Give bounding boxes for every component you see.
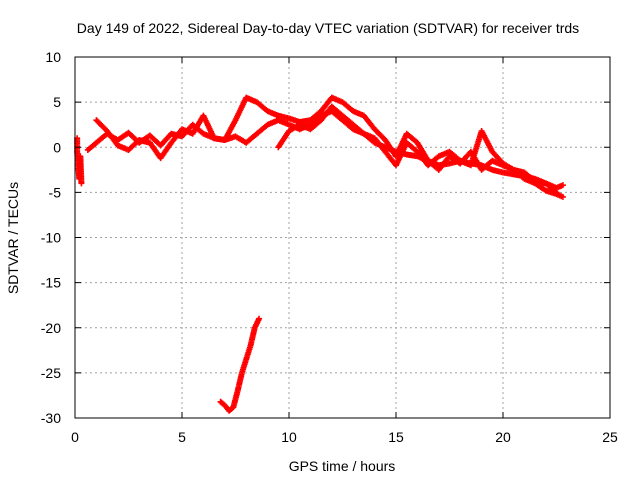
y-tick-label: -15 xyxy=(41,275,61,291)
y-tick-label: 10 xyxy=(45,49,61,65)
x-tick-label: 15 xyxy=(388,429,404,445)
track-a-point xyxy=(559,182,566,189)
x-axis-title: GPS time / hours xyxy=(289,458,396,474)
chart-title: Day 149 of 2022, Sidereal Day-to-day VTE… xyxy=(77,20,579,36)
y-tick-label: -30 xyxy=(41,410,61,426)
y-tick-label: -10 xyxy=(41,230,61,246)
x-tick-label: 5 xyxy=(178,429,186,445)
track-c-point xyxy=(553,189,560,196)
track-b-point xyxy=(559,193,566,200)
x-tick-label: 20 xyxy=(495,429,511,445)
y-tick-label: 5 xyxy=(53,94,61,110)
grid-lines xyxy=(75,57,610,418)
y-tick-label: -20 xyxy=(41,320,61,336)
x-tick-label: 0 xyxy=(71,429,79,445)
y-axis-title: SDTVAR / TECUs xyxy=(5,182,21,294)
early-cluster-point xyxy=(78,180,85,187)
data-points xyxy=(74,94,566,414)
x-tick-label: 10 xyxy=(281,429,297,445)
x-tick-label: 25 xyxy=(602,429,618,445)
y-tick-label: -5 xyxy=(49,184,62,200)
y-tick-label: 0 xyxy=(53,139,61,155)
low-track-point xyxy=(256,315,263,322)
axis-ticks: 0 5 10 15 20 25 -30 -25 -20 -15 -10 -5 0 5 10 xyxy=(41,49,618,445)
y-tick-label: -25 xyxy=(41,365,61,381)
